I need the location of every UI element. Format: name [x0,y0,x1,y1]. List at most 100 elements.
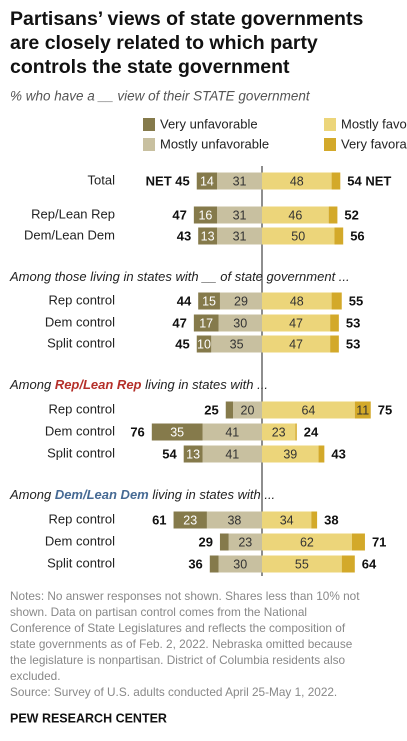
segment-label: 41 [225,447,239,461]
note: shown. Data on partisan control comes fr… [10,605,307,619]
section-text: Among those living in states with __ of … [9,269,350,284]
bar-segment [354,401,371,419]
bar-segment [196,335,212,353]
bar-segment [351,533,365,551]
segment-label: 16 [198,208,212,222]
bar-segment [330,314,339,332]
segment-label: 31 [233,229,247,243]
net-favorable: 38 [324,512,338,527]
section-highlight: Rep/Lean Rep [55,377,142,392]
net-unfavorable: 54 [162,446,177,461]
net-favorable: 53 [346,336,360,351]
segment-label: 11 [356,403,369,417]
category-label: Total [88,172,116,187]
segment-label: 39 [283,447,297,461]
bar-segment [217,172,262,190]
net-favorable: 56 [350,228,364,243]
net-unfavorable: 47 [172,207,186,222]
bar-segment [262,533,352,551]
bar-segment [196,172,218,190]
section-text: living in states with ... [149,487,275,502]
chart-title: Partisans’ views of state governments [10,8,363,30]
section-text: Among [9,377,55,392]
bar-segment [262,335,331,353]
bar-segment [262,172,332,190]
legend-swatch [324,138,336,151]
segment-label: 17 [199,316,213,330]
section-highlight: Dem/Lean Dem [55,487,149,502]
bar-segment [334,227,344,245]
segment-label: 10 [197,337,211,351]
note: Notes: No answer responses not shown. Sh… [10,589,360,603]
bar-segment [211,335,262,353]
segment-label: 29 [234,294,248,308]
bar-segment [217,206,262,224]
bar-segment [262,292,332,310]
net-favorable: 71 [372,534,386,549]
bar-segment [198,292,220,310]
segment-label: 48 [290,294,304,308]
source: Source: Survey of U.S. adults conducted … [10,685,337,699]
legend-label: Very unfavorable [160,116,258,131]
bar-segment [262,401,355,419]
section-text: Among [9,487,55,502]
segment-label: 41 [225,425,239,439]
credit: PEW RESEARCH CENTER [10,711,167,725]
subtitle: % who have a __ view of their STATE gove… [10,89,311,104]
segment-label: 15 [202,294,216,308]
category-label: Split control [47,555,115,570]
net-unfavorable: NET 45 [146,173,190,188]
bar-segment [262,445,319,463]
segment-label: 38 [227,513,241,527]
segment-label: 35 [170,425,184,439]
bar-segment [311,511,318,529]
segment-label: 47 [289,337,303,351]
net-unfavorable: 25 [204,402,218,417]
segment-label: 13 [186,447,200,461]
note: state governments as of Feb. 2, 2022. Ne… [10,637,353,651]
segment-label: 55 [295,557,309,571]
segment-label: 64 [301,403,315,417]
chart-title: are closely related to which party [10,32,318,54]
category-label: Split control [47,445,115,460]
segment-label: 46 [288,208,302,222]
segment-label: 13 [201,229,215,243]
segment-label: 62 [300,535,314,549]
bar-segment [219,292,262,310]
note: Conference of State Legislatures and ref… [10,621,346,635]
category-label: Rep control [49,401,116,416]
bar-segment [228,533,262,551]
legend-label: Mostly favorable [341,116,407,131]
legend-label: Very favorable [341,136,407,151]
segment-label: 14 [200,174,214,188]
net-unfavorable: 61 [152,512,166,527]
net-unfavorable: 45 [175,336,189,351]
bar-segment [262,227,335,245]
segment-label: 30 [233,557,247,571]
section-header: Among Rep/Lean Rep living in states with… [9,377,268,392]
category-label: Rep control [49,511,116,526]
category-label: Rep/Lean Rep [31,206,115,221]
segment-label: 35 [230,337,244,351]
category-label: Dem control [45,533,115,548]
category-label: Dem/Lean Dem [24,227,115,242]
bar-segment [217,227,262,245]
bar-segment [225,401,233,419]
net-favorable: 43 [331,446,345,461]
net-favorable: 55 [349,293,363,308]
bar-segment [218,555,262,573]
bar-segment [218,314,262,332]
bar-segment [262,511,312,529]
net-unfavorable: 76 [130,424,144,439]
bar-segment [328,206,338,224]
net-favorable: 52 [344,207,358,222]
bar-segment [202,423,262,441]
legend-label: Mostly unfavorable [160,136,269,151]
category-label: Split control [47,335,115,350]
category-label: Dem control [45,423,115,438]
segment-label: 20 [241,403,255,417]
segment-label: 31 [233,174,247,188]
bar-segment [331,172,341,190]
bar-segment [341,555,355,573]
